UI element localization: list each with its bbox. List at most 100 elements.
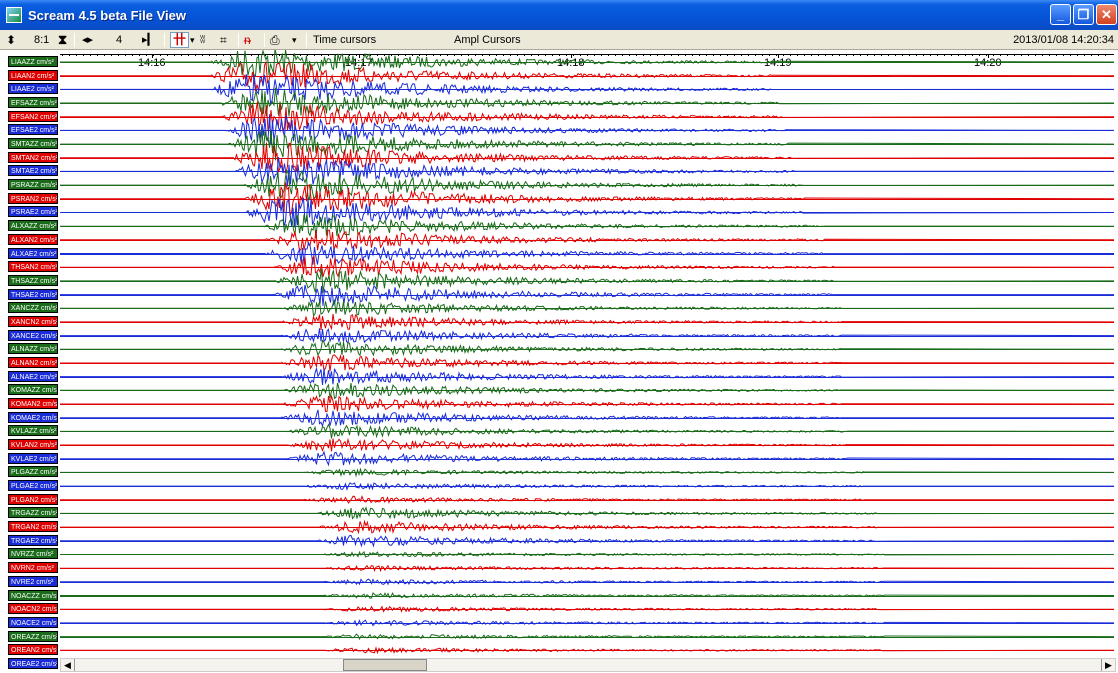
time-minor-tick bbox=[202, 54, 203, 56]
channel-label[interactable]: PLGAZZ cm/s² bbox=[8, 466, 58, 478]
trigger-icon[interactable]: 卄 bbox=[170, 32, 190, 48]
seismogram-trace bbox=[60, 298, 1114, 317]
frame-icon[interactable]: ⌗ bbox=[220, 33, 227, 47]
channel-label[interactable]: NOACN2 cm/s² bbox=[8, 603, 58, 615]
minimize-button[interactable]: _ bbox=[1050, 4, 1071, 25]
channel-label[interactable]: KVLAN2 cm/s² bbox=[8, 439, 58, 451]
trace-baseline bbox=[60, 267, 1114, 269]
time-minor-tick bbox=[874, 54, 875, 56]
time-cursors-button[interactable]: Time cursors bbox=[313, 34, 377, 46]
maximize-button[interactable]: ❐ bbox=[1073, 4, 1094, 25]
seismogram-trace bbox=[60, 646, 1114, 655]
time-minor-tick bbox=[755, 54, 756, 56]
time-minor-tick bbox=[818, 54, 819, 56]
scroll-left-icon[interactable]: ◀ bbox=[61, 659, 75, 671]
trace-baseline bbox=[60, 171, 1114, 173]
channel-label[interactable]: THSAE2 cm/s² bbox=[8, 288, 58, 300]
time-minor-tick bbox=[356, 54, 357, 56]
time-minor-tick bbox=[797, 54, 798, 56]
channel-label[interactable]: XANCN2 cm/s² bbox=[8, 315, 58, 327]
channel-label[interactable]: NVRN2 cm/s² bbox=[8, 562, 58, 574]
channel-label[interactable]: SMTAN2 cm/s² bbox=[8, 151, 58, 163]
horizontal-expand-icon[interactable]: ◂▸ bbox=[82, 34, 94, 46]
time-minor-tick bbox=[391, 54, 392, 56]
channel-label[interactable]: XANCE2 cm/s² bbox=[8, 329, 58, 341]
channel-label[interactable]: OREAN2 cm/s² bbox=[8, 644, 58, 656]
channel-label[interactable]: KVLAE2 cm/s² bbox=[8, 452, 58, 464]
close-button[interactable]: ✕ bbox=[1096, 4, 1117, 25]
channel-label[interactable]: ALNAN2 cm/s² bbox=[8, 356, 58, 368]
dropdown-arrow-icon[interactable]: ▾ bbox=[190, 35, 195, 45]
channel-label[interactable]: NOACE2 cm/s² bbox=[8, 616, 58, 628]
channel-label[interactable]: THSAN2 cm/s² bbox=[8, 261, 58, 273]
channel-label[interactable]: PSRAZZ cm/s² bbox=[8, 179, 58, 191]
time-minor-tick bbox=[1000, 54, 1001, 56]
time-minor-tick bbox=[272, 54, 273, 56]
seismogram-trace bbox=[60, 74, 1114, 106]
channel-label[interactable]: KOMAE2 cm/s² bbox=[8, 411, 58, 423]
channel-label[interactable]: EFSAN2 cm/s² bbox=[8, 110, 58, 122]
horizontal-scrollbar[interactable]: ◀ ▶ bbox=[60, 658, 1116, 672]
channel-label[interactable]: ALNAE2 cm/s² bbox=[8, 370, 58, 382]
print-dropdown-icon[interactable]: ▾ bbox=[292, 35, 297, 45]
channel-label[interactable]: ALXAZZ cm/s² bbox=[8, 220, 58, 232]
channel-label[interactable]: ALNAZZ cm/s² bbox=[8, 343, 58, 355]
channel-label[interactable]: PLGAE2 cm/s² bbox=[8, 480, 58, 492]
time-minor-tick bbox=[671, 54, 672, 56]
time-minor-tick bbox=[300, 54, 301, 56]
channel-label[interactable]: PSRAN2 cm/s² bbox=[8, 192, 58, 204]
channel-label[interactable]: OREAE2 cm/s² bbox=[8, 657, 58, 669]
channel-label[interactable]: LIAAN2 cm/s² bbox=[8, 69, 58, 81]
channel-label[interactable]: ALXAE2 cm/s² bbox=[8, 247, 58, 259]
time-minor-tick bbox=[1077, 54, 1078, 56]
scroll-right-icon[interactable]: ▶ bbox=[1101, 659, 1115, 671]
time-minor-tick bbox=[174, 54, 175, 56]
channel-label[interactable]: LIAAZZ cm/s² bbox=[8, 56, 58, 67]
channel-label[interactable]: NVRZZ cm/s² bbox=[8, 548, 58, 560]
channel-label[interactable]: PSRAE2 cm/s² bbox=[8, 206, 58, 218]
channel-label[interactable]: NOACZZ cm/s² bbox=[8, 589, 58, 601]
channel-label[interactable]: KOMAN2 cm/s² bbox=[8, 398, 58, 409]
channel-label[interactable]: SMTAZZ cm/s² bbox=[8, 138, 58, 150]
waveform-icon[interactable]: ʬ bbox=[200, 34, 206, 46]
hourglass-zoom-icon[interactable]: ⧗ bbox=[58, 32, 68, 47]
time-minor-tick bbox=[573, 54, 574, 56]
channel-label[interactable]: XANCZZ cm/s² bbox=[8, 302, 58, 314]
channel-label[interactable]: NVRE2 cm/s² bbox=[8, 575, 58, 587]
ampl-cursors-button[interactable]: Ampl Cursors bbox=[454, 34, 521, 46]
scrollbar-thumb[interactable] bbox=[343, 659, 427, 671]
channel-label[interactable]: ALXAN2 cm/s² bbox=[8, 233, 58, 245]
time-minor-tick bbox=[188, 54, 189, 56]
time-minor-tick bbox=[377, 54, 378, 56]
waveform-plot[interactable]: 14:16 14:17 14:18 14:19 14:20 LIAAZZ cm/s² LI… bbox=[0, 50, 1118, 669]
channel-label[interactable]: THSAZZ cm/s² bbox=[8, 274, 58, 286]
channel-label[interactable]: KVLAZZ cm/s² bbox=[8, 425, 58, 437]
seismogram-trace bbox=[60, 534, 1114, 548]
channel-label[interactable]: OREAZZ cm/s² bbox=[8, 630, 58, 642]
filter-icon[interactable]: ᵰ bbox=[244, 33, 251, 47]
time-minor-tick bbox=[895, 54, 896, 56]
time-minor-tick bbox=[979, 54, 980, 56]
seismogram-trace bbox=[60, 129, 1114, 161]
time-minor-tick bbox=[538, 54, 539, 56]
channel-label[interactable]: EFSAZZ cm/s² bbox=[8, 97, 58, 109]
time-minor-tick bbox=[622, 54, 623, 56]
vertical-scale-icon[interactable]: ⬍ bbox=[6, 33, 17, 47]
channel-label[interactable]: TRGAN2 cm/s² bbox=[8, 521, 58, 533]
channel-label[interactable]: PLGAN2 cm/s² bbox=[8, 493, 58, 505]
title-bar: Scream 4.5 beta File View _ ❐ ✕ bbox=[0, 0, 1118, 30]
channel-label[interactable]: EFSAE2 cm/s² bbox=[8, 124, 58, 136]
time-minor-tick bbox=[1098, 54, 1099, 56]
zoom-value: 8:1 bbox=[34, 34, 50, 46]
print-icon[interactable]: ⎙ bbox=[270, 33, 280, 47]
time-minor-tick bbox=[594, 54, 595, 56]
time-minor-tick bbox=[608, 54, 609, 56]
channel-label[interactable]: TRGAE2 cm/s² bbox=[8, 534, 58, 546]
channel-label[interactable]: SMTAE2 cm/s² bbox=[8, 165, 58, 177]
step-forward-icon[interactable]: ▸▎ bbox=[142, 34, 156, 46]
channel-label[interactable]: TRGAZZ cm/s² bbox=[8, 507, 58, 519]
channel-label[interactable]: LIAAE2 cm/s² bbox=[8, 83, 58, 95]
channel-label[interactable]: KOMAZZ cm/s² bbox=[8, 384, 58, 396]
time-minor-tick bbox=[636, 54, 637, 56]
time-minor-tick bbox=[825, 54, 826, 56]
